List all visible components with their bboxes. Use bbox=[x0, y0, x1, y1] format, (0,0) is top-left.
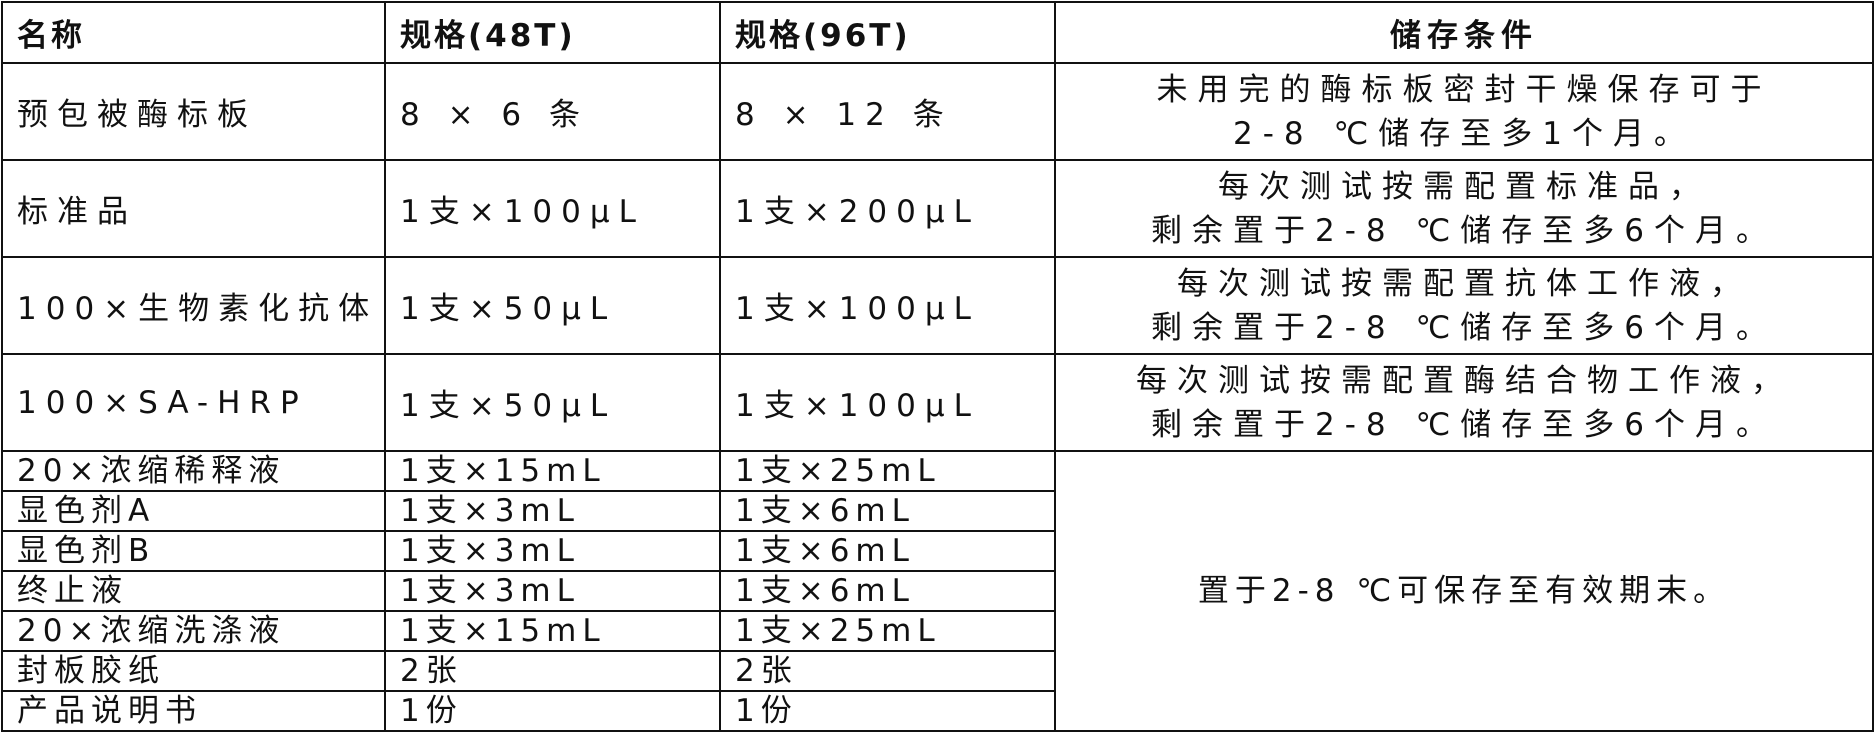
spec-96t: 1支×200µL bbox=[719, 159, 1056, 258]
table-row: 100×生物素化抗体 1支×50µL 1支×100µL 每次测试按需配置抗体工作液， 剩… bbox=[1, 256, 1874, 355]
spec-48t: 1份 bbox=[384, 690, 721, 732]
spec-96t: 1支×25mL bbox=[719, 450, 1056, 492]
storage-condition: 每次测试按需配置酶结合物工作液， 剩余置于2-8 ℃储存至多6个月。 bbox=[1054, 353, 1874, 452]
storage-condition: 每次测试按需配置抗体工作液， 剩余置于2-8 ℃储存至多6个月。 bbox=[1054, 256, 1874, 355]
spec-96t: 1份 bbox=[719, 690, 1056, 732]
component-name: 20×浓缩洗涤液 bbox=[1, 610, 386, 652]
storage-line: 每次测试按需配置抗体工作液， bbox=[1177, 265, 1751, 302]
spec-48t: 2张 bbox=[384, 650, 721, 692]
table-row: 封板胶纸 2张 2张 bbox=[1, 650, 1873, 692]
header-spec-48t: 规格(48T) bbox=[384, 1, 721, 64]
spec-96t: 1支×25mL bbox=[719, 610, 1056, 652]
spec-96t: 8 × 12 条 bbox=[719, 62, 1056, 161]
component-name: 预包被酶标板 bbox=[1, 62, 386, 161]
table-row: 显色剂B 1支×3mL 1支×6mL bbox=[1, 530, 1873, 572]
header-row: 名称 规格(48T) 规格(96T) 储存条件 bbox=[1, 1, 1874, 64]
storage-line: 剩余置于2-8 ℃储存至多6个月。 bbox=[1150, 309, 1778, 346]
table-row: 产品说明书 1份 1份 bbox=[1, 690, 1873, 732]
storage-line: 2-8 ℃储存至多1个月。 bbox=[1232, 115, 1696, 152]
table-row: 终止液 1支×3mL 1支×6mL bbox=[1, 570, 1873, 612]
storage-condition: 未用完的酶标板密封干燥保存可于 2-8 ℃储存至多1个月。 bbox=[1054, 62, 1874, 161]
storage-condition: 每次测试按需配置标准品， 剩余置于2-8 ℃储存至多6个月。 bbox=[1054, 159, 1874, 258]
spec-96t: 1支×6mL bbox=[719, 530, 1056, 572]
spec-96t: 1支×100µL bbox=[719, 353, 1056, 452]
spec-96t: 1支×100µL bbox=[719, 256, 1056, 355]
component-name: 标准品 bbox=[1, 159, 386, 258]
shared-storage-condition: 置于2-8 ℃可保存至有效期末。 bbox=[1054, 450, 1874, 732]
header-spec-96t: 规格(96T) bbox=[719, 1, 1056, 64]
component-name: 显色剂B bbox=[1, 530, 386, 572]
component-name: 产品说明书 bbox=[1, 690, 386, 732]
spec-48t: 8 × 6 条 bbox=[384, 62, 721, 161]
table-row: 20×浓缩稀释液 1支×15mL 1支×25mL 置于2-8 ℃可保存至有效期末。 bbox=[1, 450, 1874, 732]
spec-96t: 2张 bbox=[719, 650, 1056, 692]
table-row: 标准品 1支×100µL 1支×200µL 每次测试按需配置标准品， 剩余置于2-8 ℃… bbox=[1, 159, 1874, 258]
component-name: 封板胶纸 bbox=[1, 650, 386, 692]
storage-line: 每次测试按需配置标准品， bbox=[1218, 168, 1710, 205]
spec-48t: 1支×100µL bbox=[384, 159, 721, 258]
spec-48t: 1支×3mL bbox=[384, 490, 721, 532]
spec-48t: 1支×3mL bbox=[384, 530, 721, 572]
table-row: 100×SA-HRP 1支×50µL 1支×100µL 每次测试按需配置酶结合物工作液… bbox=[1, 353, 1874, 452]
component-name: 显色剂A bbox=[1, 490, 386, 532]
header-storage: 储存条件 bbox=[1054, 1, 1874, 64]
component-name: 100×生物素化抗体 bbox=[1, 256, 386, 355]
spec-48t: 1支×3mL bbox=[384, 570, 721, 612]
spec-48t: 1支×15mL bbox=[384, 610, 721, 652]
spec-48t: 1支×15mL bbox=[384, 450, 721, 492]
spec-96t: 1支×6mL bbox=[719, 490, 1056, 532]
storage-line: 剩余置于2-8 ℃储存至多6个月。 bbox=[1150, 406, 1778, 443]
storage-line: 未用完的酶标板密封干燥保存可于 bbox=[1156, 71, 1772, 108]
table-row: 20×浓缩洗涤液 1支×15mL 1支×25mL bbox=[1, 610, 1873, 652]
storage-line: 剩余置于2-8 ℃储存至多6个月。 bbox=[1150, 212, 1778, 249]
header-name: 名称 bbox=[1, 1, 386, 64]
spec-48t: 1支×50µL bbox=[384, 256, 721, 355]
spec-96t: 1支×6mL bbox=[719, 570, 1056, 612]
storage-line: 每次测试按需配置酶结合物工作液， bbox=[1136, 362, 1792, 399]
component-name: 20×浓缩稀释液 bbox=[1, 450, 386, 492]
component-name: 100×SA-HRP bbox=[1, 353, 386, 452]
component-name: 终止液 bbox=[1, 570, 386, 612]
table-row: 显色剂A 1支×3mL 1支×6mL bbox=[1, 490, 1873, 532]
spec-48t: 1支×50µL bbox=[384, 353, 721, 452]
